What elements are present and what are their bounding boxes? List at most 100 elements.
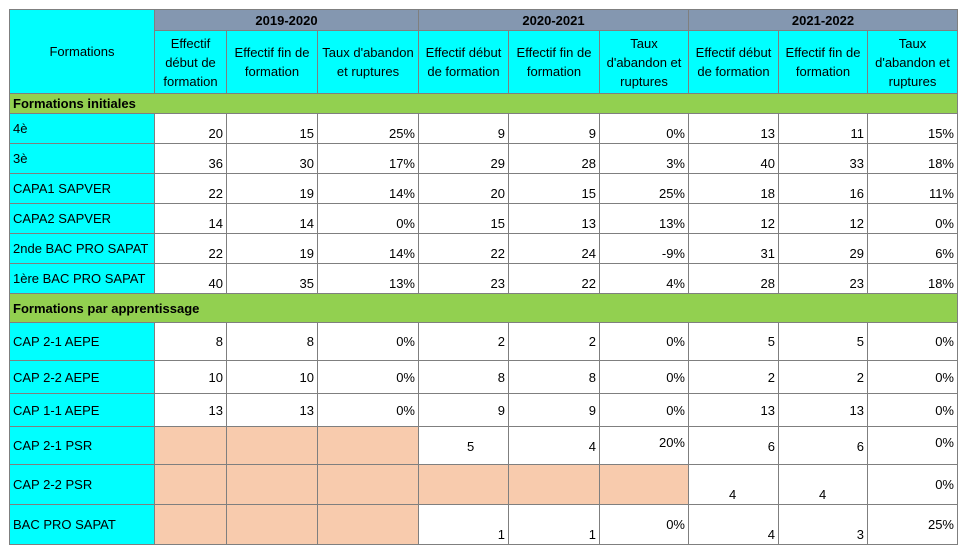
table-cell: 5 [418,426,509,465]
table-cell: 4 [508,426,600,465]
table-cell: 13 [154,393,227,427]
table-cell: 29 [778,233,868,264]
table-cell: 14% [317,233,419,264]
table-cell: 15 [226,113,318,144]
table-cell: 24 [508,233,600,264]
table-cell: 13 [688,393,779,427]
table-cell: 2 [508,322,600,361]
table-cell: 23 [418,263,509,294]
table-cell: 28 [508,143,600,174]
table-cell: 18 [688,173,779,204]
table-cell: 14 [226,203,318,234]
table-cell: 11% [867,173,958,204]
table-cell: 9 [508,393,600,427]
table-row: CAP 2-2 AEPE 10 10 0% 8 8 0% 2 2 0% [9,360,958,394]
row-label: 1ère BAC PRO SAPAT [9,263,155,294]
table-cell: 18% [867,143,958,174]
table-wrapper: Formations 2019-2020 2020-2021 2021-2022… [9,9,958,545]
table-cell: 0% [317,203,419,234]
table-row: CAP 2-2 PSR 4 4 0% [9,464,958,505]
table-cell: 8 [418,360,509,394]
table-cell: 25% [599,173,689,204]
table-cell: 6 [778,426,868,465]
table-cell: 15 [418,203,509,234]
header-effectif-fin: Effectif fin de formation [778,30,868,94]
empty-cell [226,504,318,545]
header-effectif-fin: Effectif fin de formation [226,30,318,94]
table-row: 3è 36 30 17% 29 28 3% 40 33 18% [9,143,958,174]
table-cell: 14 [154,203,227,234]
table-cell: 0% [867,393,958,427]
empty-cell [599,464,689,505]
table-row: 1ère BAC PRO SAPAT 40 35 13% 23 22 4% 28… [9,263,958,294]
table-cell: 0% [599,113,689,144]
table-cell: 29 [418,143,509,174]
table-cell: 11 [778,113,868,144]
table-cell: 20 [154,113,227,144]
table-cell: 9 [418,113,509,144]
empty-cell [154,426,227,465]
table-cell: 0% [599,322,689,361]
table-cell: 1 [508,504,600,545]
empty-cell [317,464,419,505]
table-cell: 0% [599,504,689,545]
section-formations-initiales: Formations initiales [9,93,958,114]
table-cell: 13% [599,203,689,234]
table-cell: 0% [599,360,689,394]
table-cell: 0% [867,464,958,505]
empty-cell [154,464,227,505]
table-cell: 36 [154,143,227,174]
table-cell: 8 [226,322,318,361]
table-cell: 10 [226,360,318,394]
table-cell: 9 [508,113,600,144]
effectifs-table: Formations 2019-2020 2020-2021 2021-2022… [9,9,958,545]
table-cell: 22 [154,173,227,204]
table-cell: 2 [778,360,868,394]
table-cell: 0% [599,393,689,427]
table-cell: 13 [778,393,868,427]
table-row: 2nde BAC PRO SAPAT 22 19 14% 22 24 -9% 3… [9,233,958,264]
table-cell: 0% [867,203,958,234]
table-cell: 4 [688,504,779,545]
empty-cell [226,464,318,505]
empty-cell [317,504,419,545]
row-label: CAP 2-1 AEPE [9,322,155,361]
section-formations-apprentissage: Formations par apprentissage [9,293,958,323]
table-cell: 15% [867,113,958,144]
table-cell: 20% [599,426,689,465]
header-effectif-fin: Effectif fin de formation [508,30,600,94]
table-cell: 12 [688,203,779,234]
table-cell: -9% [599,233,689,264]
table-cell: 4 [688,464,779,505]
table-cell: 0% [317,322,419,361]
table-cell: 9 [418,393,509,427]
table-cell: 22 [154,233,227,264]
table-cell: 35 [226,263,318,294]
header-effectif-debut: Effectif début de formation [418,30,509,94]
table-row: BAC PRO SAPAT 1 1 0% 4 3 25% [9,504,958,545]
row-label: 4è [9,113,155,144]
table-cell: 13 [688,113,779,144]
table-cell: 0% [867,426,958,465]
table-cell: 22 [418,233,509,264]
table-cell: 28 [688,263,779,294]
empty-cell [317,426,419,465]
table-cell: 1 [418,504,509,545]
table-cell: 2 [688,360,779,394]
table-cell: 15 [508,173,600,204]
table-cell: 25% [317,113,419,144]
table-cell: 22 [508,263,600,294]
table-cell: 4% [599,263,689,294]
row-label: CAP 2-2 PSR [9,464,155,505]
empty-cell [226,426,318,465]
table-cell: 3% [599,143,689,174]
header-formations: Formations [9,9,155,94]
row-label: CAP 2-2 AEPE [9,360,155,394]
table-cell: 33 [778,143,868,174]
table-cell: 0% [317,360,419,394]
table-cell: 6 [688,426,779,465]
table-row: 4è 20 15 25% 9 9 0% 13 11 15% [9,113,958,144]
table-body: Formations initiales 4è 20 15 25% 9 9 0%… [9,93,958,545]
table-cell: 2 [418,322,509,361]
table-cell: 8 [508,360,600,394]
